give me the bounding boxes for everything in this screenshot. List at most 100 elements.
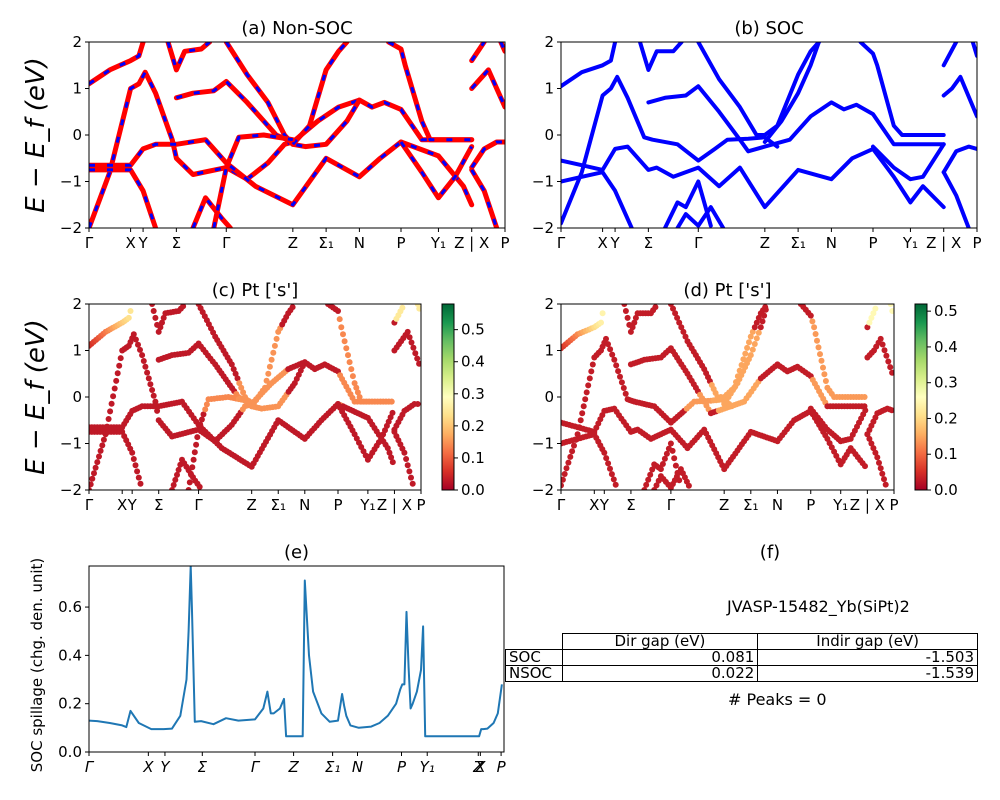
- projection-dot: [89, 487, 92, 490]
- panel-title: (a) Non-SOC: [241, 18, 352, 39]
- panel-f-title: (f): [760, 542, 780, 563]
- projection-dot: [610, 476, 617, 483]
- projection-dot: [881, 347, 888, 354]
- projection-dot: [676, 319, 683, 326]
- band-line-blue: [858, 42, 946, 137]
- x-tick-label: X: [474, 758, 486, 776]
- projection-dot: [672, 462, 679, 469]
- band-line-blue-dashed: [499, 42, 505, 52]
- col-header-dir-gap: Dir gap (eV): [561, 633, 759, 650]
- projection-dot: [139, 352, 146, 359]
- band-line-blue: [675, 205, 726, 228]
- y-tick-label: 2: [72, 295, 82, 313]
- projection-dot: [887, 304, 894, 307]
- projection-dot: [861, 394, 868, 400]
- projection-dot: [160, 314, 167, 321]
- projection-dot: [647, 471, 654, 478]
- y-tick-label: 0: [544, 126, 554, 144]
- projection-dot: [874, 454, 881, 461]
- y-axis-label: E − E_f (eV): [21, 319, 51, 475]
- projection-dot: [631, 319, 638, 326]
- projection-dot: [580, 403, 587, 410]
- projection-dot: [408, 474, 414, 481]
- projection-dot: [416, 305, 421, 312]
- projection-dot: [194, 434, 201, 441]
- x-tick-label: Σ: [644, 234, 653, 252]
- projection-dot: [130, 331, 137, 338]
- x-tick-label: Z: [288, 234, 298, 252]
- projection-dot: [99, 442, 106, 449]
- projection-dot: [341, 338, 348, 345]
- x-tick-label: Z: [472, 758, 484, 776]
- x-tick-label: X: [142, 758, 154, 776]
- projection-dot: [659, 461, 666, 467]
- x-tick-label: Z | X: [454, 234, 489, 252]
- projection-dot: [674, 314, 681, 321]
- projection-dot: [202, 406, 209, 413]
- projection-dot: [615, 368, 622, 375]
- y-tick-label: 1: [544, 80, 554, 98]
- x-tick-label: Γ: [85, 758, 95, 776]
- projection-dot: [889, 308, 894, 314]
- y-tick-label: −2: [60, 481, 82, 499]
- y-tick-label: −1: [532, 435, 554, 453]
- projection-dot: [403, 456, 410, 462]
- y-tick-label: 0.4: [58, 646, 82, 664]
- colorbar-tick-label: 0.0: [461, 481, 485, 499]
- band-line-blue: [646, 84, 946, 154]
- projection-dot: [663, 450, 670, 457]
- projection-dot: [273, 335, 280, 342]
- projection-dot: [150, 392, 157, 399]
- projection-dot: [582, 396, 589, 403]
- projection-dot: [744, 344, 751, 351]
- projection-dot: [110, 393, 117, 400]
- projection-dot: [870, 310, 877, 317]
- colorbar-tick-label: 0.1: [461, 449, 485, 467]
- projection-dot: [563, 465, 570, 472]
- projection-dot: [569, 448, 576, 455]
- dir-gap-value: 0.022: [561, 665, 759, 682]
- projection-dot: [751, 324, 758, 331]
- projection-dot: [132, 336, 139, 343]
- projection-dot: [144, 369, 151, 376]
- y-axis-label: E − E_f (eV): [21, 57, 51, 213]
- projection-dot: [349, 373, 356, 380]
- x-tick-label: Z | X: [850, 496, 885, 514]
- projection-dot: [137, 480, 144, 487]
- projection-dot: [671, 455, 678, 462]
- projection-dot: [621, 304, 628, 307]
- x-tick-label: P: [972, 234, 981, 252]
- x-tick-label: Σ: [172, 234, 181, 252]
- projection-dot: [807, 312, 814, 319]
- x-tick-label: Y: [599, 496, 610, 514]
- projection-dot: [196, 483, 203, 490]
- row-label: NSOC: [505, 665, 563, 682]
- y-tick-label: −2: [532, 481, 554, 499]
- x-tick-label: P: [889, 496, 898, 514]
- projection-dot: [354, 389, 361, 396]
- x-tick-label: Γ: [557, 234, 566, 252]
- x-tick-label: Z: [719, 496, 729, 514]
- colorbar: [914, 303, 928, 491]
- projection-dot: [661, 455, 668, 462]
- band-line-red: [173, 79, 475, 145]
- projection-dot: [811, 324, 818, 331]
- panel-title: (e): [284, 542, 309, 563]
- y-tick-label: 0: [72, 388, 82, 406]
- projection-dot: [351, 380, 358, 387]
- x-tick-label: Z: [760, 234, 770, 252]
- projection-dot: [228, 361, 235, 368]
- projection-dot: [113, 377, 120, 384]
- projection-dot: [887, 364, 894, 371]
- projection-dot: [149, 387, 156, 393]
- band-line-blue: [663, 179, 713, 228]
- projection-dot: [263, 377, 270, 384]
- x-tick-label: Γ: [667, 496, 676, 514]
- x-tick-label: X: [589, 496, 599, 514]
- projection-dot: [406, 468, 413, 475]
- band-line-blue-dashed: [470, 67, 505, 108]
- y-tick-label: −1: [60, 173, 82, 191]
- x-tick-label: N: [826, 234, 837, 252]
- projection-dot: [815, 344, 822, 351]
- peaks-count-label: # Peaks = 0: [728, 690, 827, 709]
